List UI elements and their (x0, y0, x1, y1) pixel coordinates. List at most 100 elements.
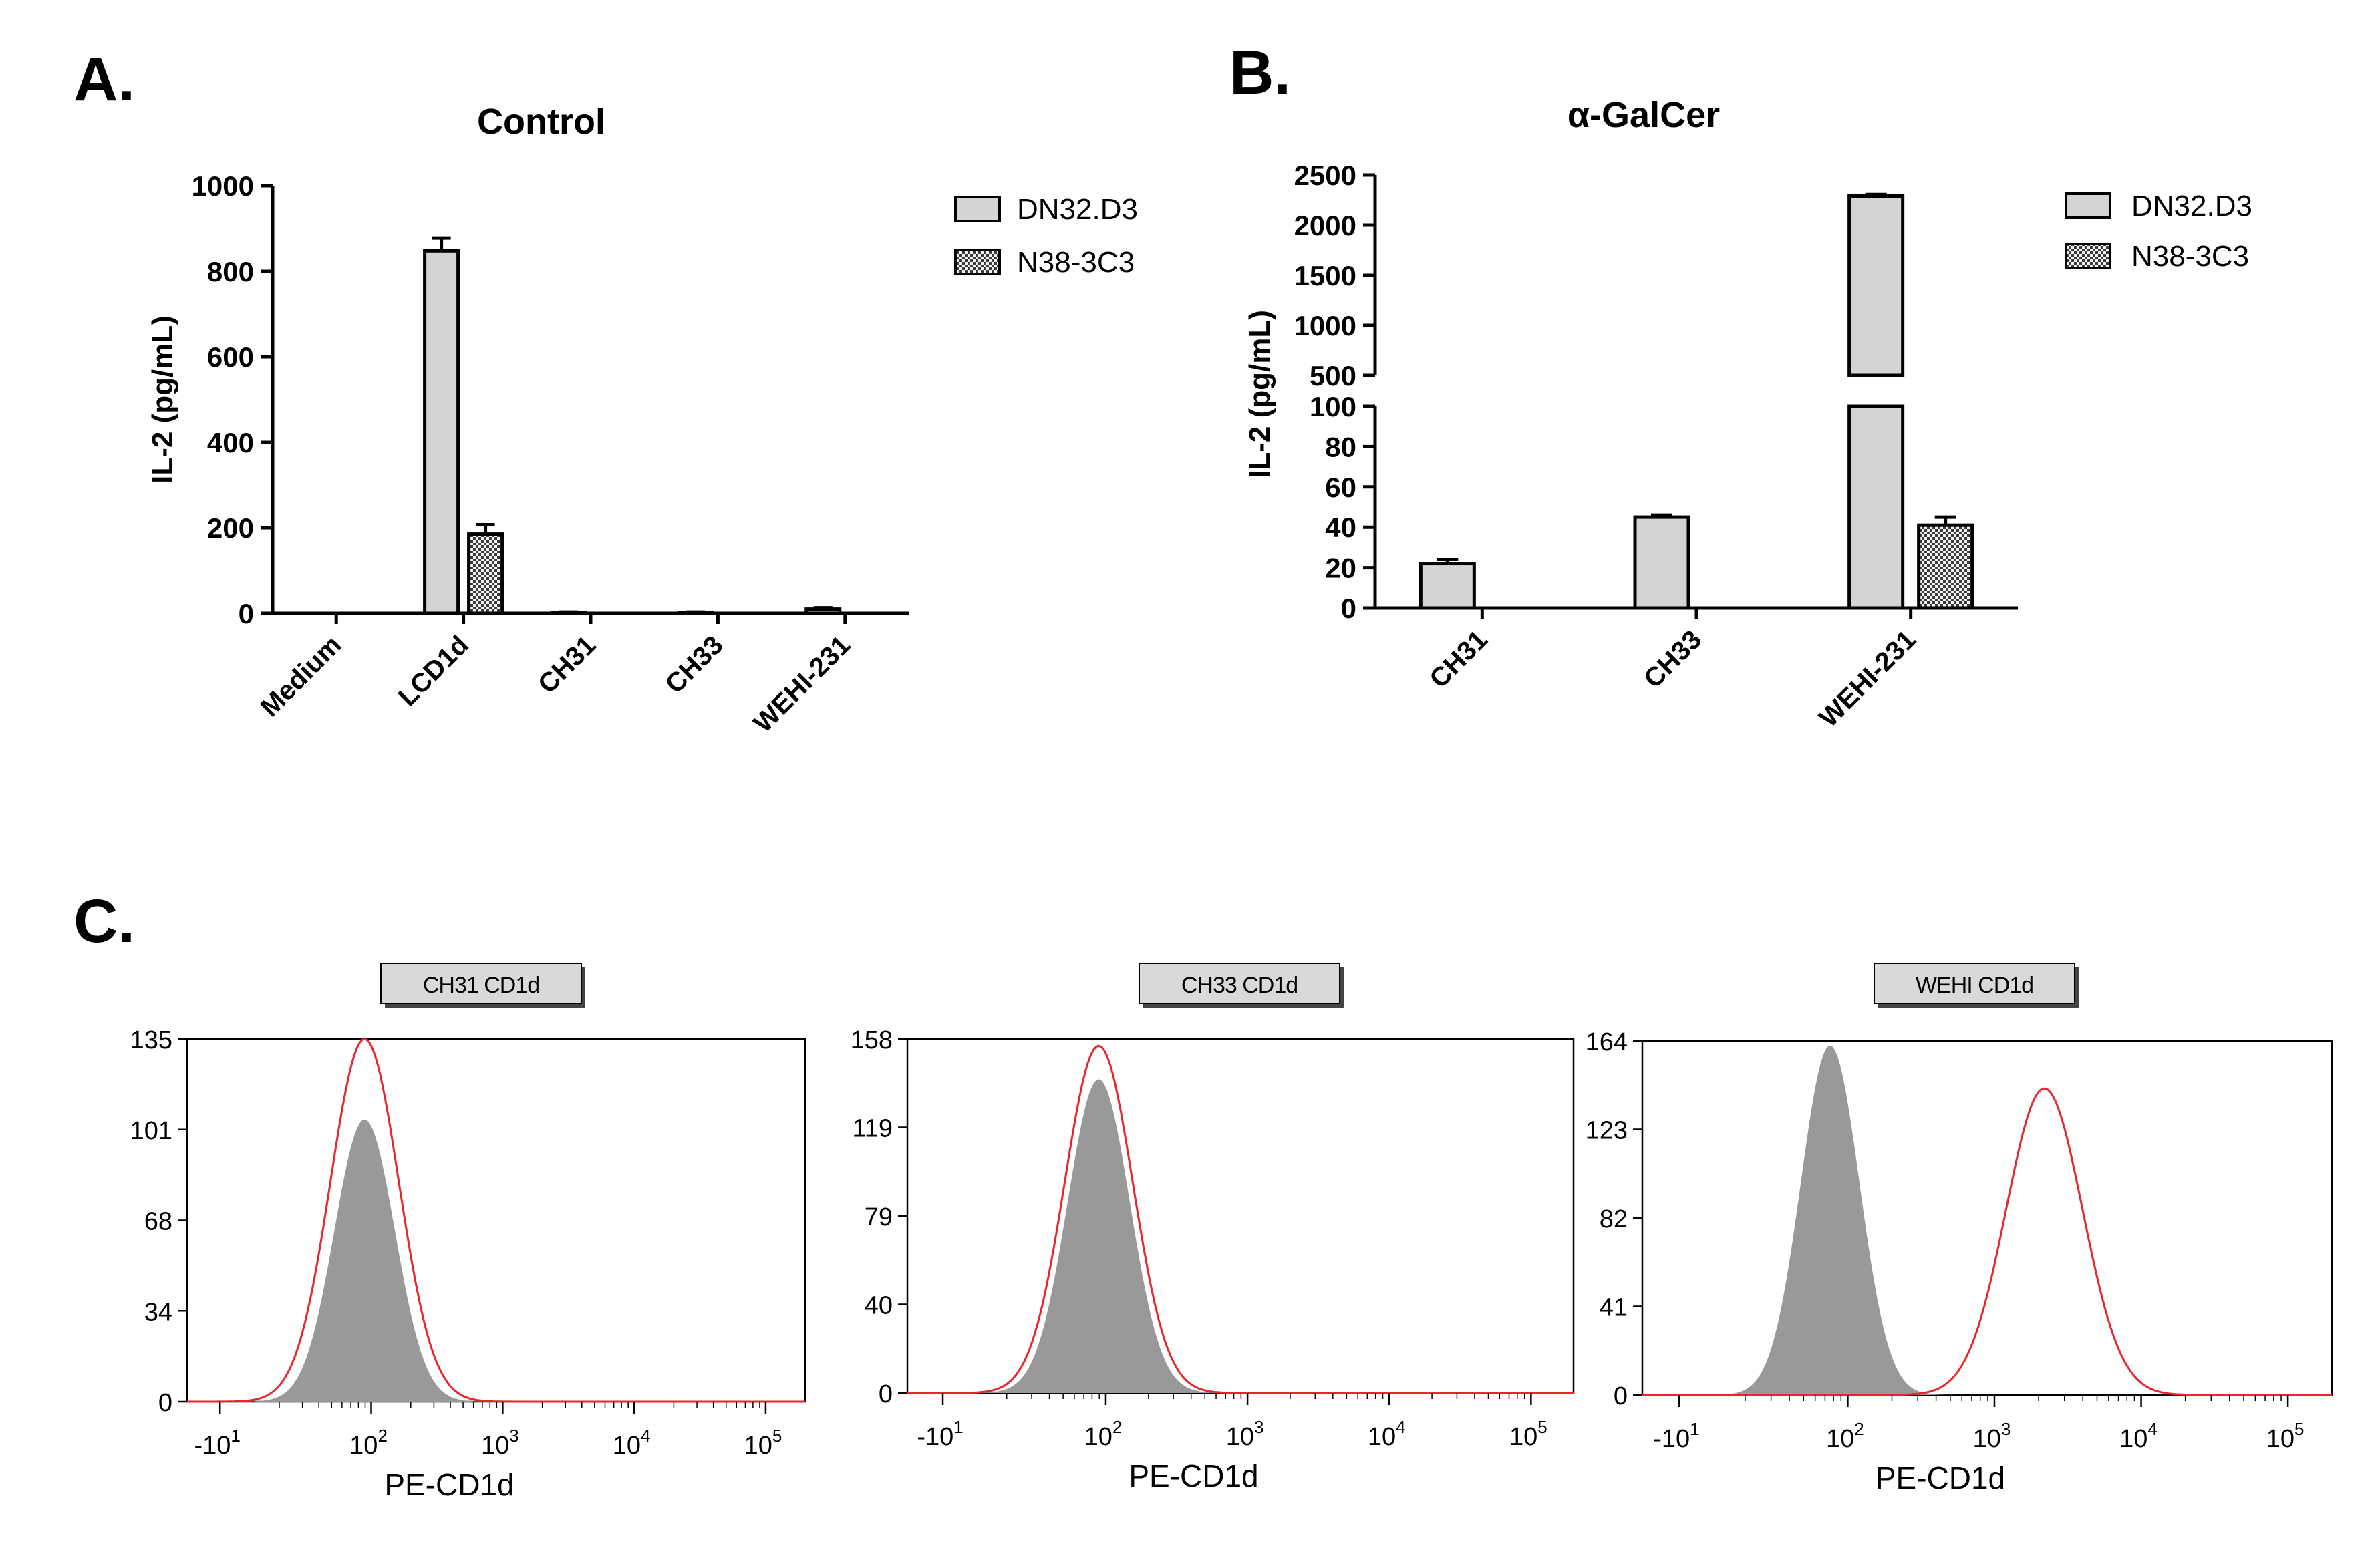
y-tick-label: 500 (1310, 360, 1356, 392)
x-tick-base: 10 (1368, 1423, 1396, 1451)
x-tick-base: -10 (194, 1432, 231, 1460)
category-label-wehi-231: WEHI-231 (748, 630, 857, 738)
x-tick-base: 10 (1826, 1425, 1854, 1453)
y-tick-label: 82 (1600, 1205, 1628, 1233)
x-tick-exponent: 5 (1537, 1417, 1547, 1437)
panel-a-legend: DN32.D3 N38-3C3 (954, 193, 1138, 279)
legend-label-dn32-d3: DN32.D3 (1017, 193, 1138, 226)
cd1d-histogram-line (187, 1038, 805, 1403)
y-tick-label: 100 (1310, 391, 1356, 422)
panel-a-axes: 0 200 400 600 800 1000 (192, 170, 909, 629)
y-tick-label: 101 (130, 1117, 172, 1145)
x-tick-label: 103 (1973, 1419, 2011, 1453)
x-tick-label: 103 (1226, 1417, 1264, 1451)
y-tick-label: 600 (207, 341, 254, 373)
legend-label-n38-3c3: N38-3C3 (1017, 246, 1135, 279)
x-tick-base: 10 (1226, 1423, 1254, 1451)
y-tick-label: 200 (207, 512, 254, 544)
x-axis-label: PE-CD1d (1876, 1460, 2005, 1495)
x-tick-exponent: 1 (1690, 1419, 1699, 1439)
x-tick-exponent: 5 (2294, 1419, 2304, 1439)
x-tick-label: 105 (744, 1426, 782, 1460)
cd1d-histogram-line (1642, 1087, 2332, 1396)
y-tick-label: 800 (207, 256, 254, 287)
y-tick-label: 40 (1325, 512, 1356, 543)
x-tick-base: 10 (2119, 1425, 2147, 1453)
y-tick-label: 0 (158, 1389, 172, 1417)
x-tick-label: 104 (1368, 1417, 1406, 1451)
x-tick-label: 104 (613, 1426, 651, 1460)
panel-b-title: α-GalCer (1568, 95, 1720, 135)
y-tick-label: 60 (1325, 472, 1356, 503)
isotype-histogram-fill (907, 1079, 1574, 1393)
x-tick-label: 105 (1509, 1417, 1547, 1451)
x-tick-base: 10 (1509, 1423, 1537, 1451)
panel-b-legend: DN32.D3 N38-3C3 (2065, 190, 2252, 273)
y-tick-label: 0 (1341, 593, 1356, 624)
y-tick-label: 164 (1586, 1028, 1628, 1056)
x-tick-base: -10 (1653, 1425, 1690, 1453)
x-tick-base: 10 (2266, 1425, 2294, 1453)
bar-dn32-d3-wehi-231-lower (1847, 404, 1905, 610)
x-tick-exponent: 2 (378, 1426, 387, 1446)
category-label-wehi-231: WEHI-231 (1813, 625, 1922, 733)
y-tick-label: 0 (1614, 1382, 1628, 1410)
x-tick-exponent: 4 (641, 1426, 650, 1446)
x-tick-exponent: 4 (2147, 1419, 2157, 1439)
y-tick-label: 135 (130, 1026, 172, 1054)
y-tick-label: 123 (1586, 1117, 1628, 1145)
panel-c-letter: C. (73, 887, 135, 955)
axis-break-gap (1845, 377, 1907, 404)
y-tick-label: 79 (865, 1203, 893, 1231)
panel-a-bars (423, 236, 842, 615)
title-box (380, 963, 582, 1004)
x-tick-exponent: 4 (1396, 1417, 1405, 1437)
x-tick-label: 103 (481, 1426, 519, 1460)
x-tick-label: 105 (2266, 1419, 2304, 1453)
y-tick-label: 41 (1600, 1294, 1628, 1322)
legend-swatch-dn32-d3 (2065, 192, 2111, 219)
bar-dn32-d3-lcd1d (423, 249, 460, 615)
y-tick-label: 0 (879, 1380, 893, 1408)
panel-a-category-labels: Medium LCD1d CH31 CH33 WEHI-231 (255, 630, 857, 738)
histogram-title: CH33 CD1d (1181, 973, 1298, 998)
plot-frame (1641, 1040, 2333, 1396)
legend-label-dn32-d3: DN32.D3 (2131, 190, 2252, 222)
x-axis-label: PE-CD1d (1129, 1458, 1258, 1493)
category-label-lcd1d: LCD1d (393, 630, 474, 712)
x-tick-base: 10 (1084, 1423, 1112, 1451)
panel-b-category-labels: CH31 CH33 WEHI-231 (1424, 625, 1922, 733)
x-tick-label: 104 (2119, 1419, 2158, 1453)
x-tick-exponent: 1 (953, 1417, 963, 1437)
category-label-ch33: CH33 (1638, 625, 1707, 693)
y-tick-label: 119 (852, 1115, 893, 1143)
y-tick-label: 400 (207, 427, 254, 458)
y-tick-label: 80 (1325, 431, 1356, 462)
y-tick-label: 20 (1325, 553, 1356, 584)
panel-b-y-axis-label: IL-2 (pg/mL) (1243, 310, 1276, 478)
histogram-title: WEHI CD1d (1916, 973, 2033, 998)
panel-a-letter: A. (73, 45, 135, 114)
y-tick-label: 2500 (1294, 160, 1356, 191)
x-tick-label: 102 (1826, 1419, 1864, 1453)
x-axis-label: PE-CD1d (384, 1467, 514, 1502)
y-tick-label: 40 (865, 1292, 893, 1320)
isotype-histogram-fill (187, 1119, 805, 1402)
x-tick-base: 10 (349, 1432, 378, 1460)
legend-label-n38-3c3: N38-3C3 (2131, 240, 2249, 273)
x-tick-base: 10 (481, 1432, 509, 1460)
x-tick-exponent: 2 (1854, 1419, 1864, 1439)
y-tick-label: 1000 (192, 170, 254, 202)
cd1d-histogram-line (907, 1044, 1574, 1394)
y-tick-label: 68 (144, 1208, 172, 1236)
bar-dn32-d3-wehi-231 (804, 607, 842, 615)
category-label-ch31: CH31 (1424, 625, 1493, 693)
panel-a-title: Control (477, 102, 605, 142)
bar-dn32-d3-wehi-231-upper (1847, 194, 1905, 377)
x-tick-exponent: 2 (1112, 1417, 1122, 1437)
